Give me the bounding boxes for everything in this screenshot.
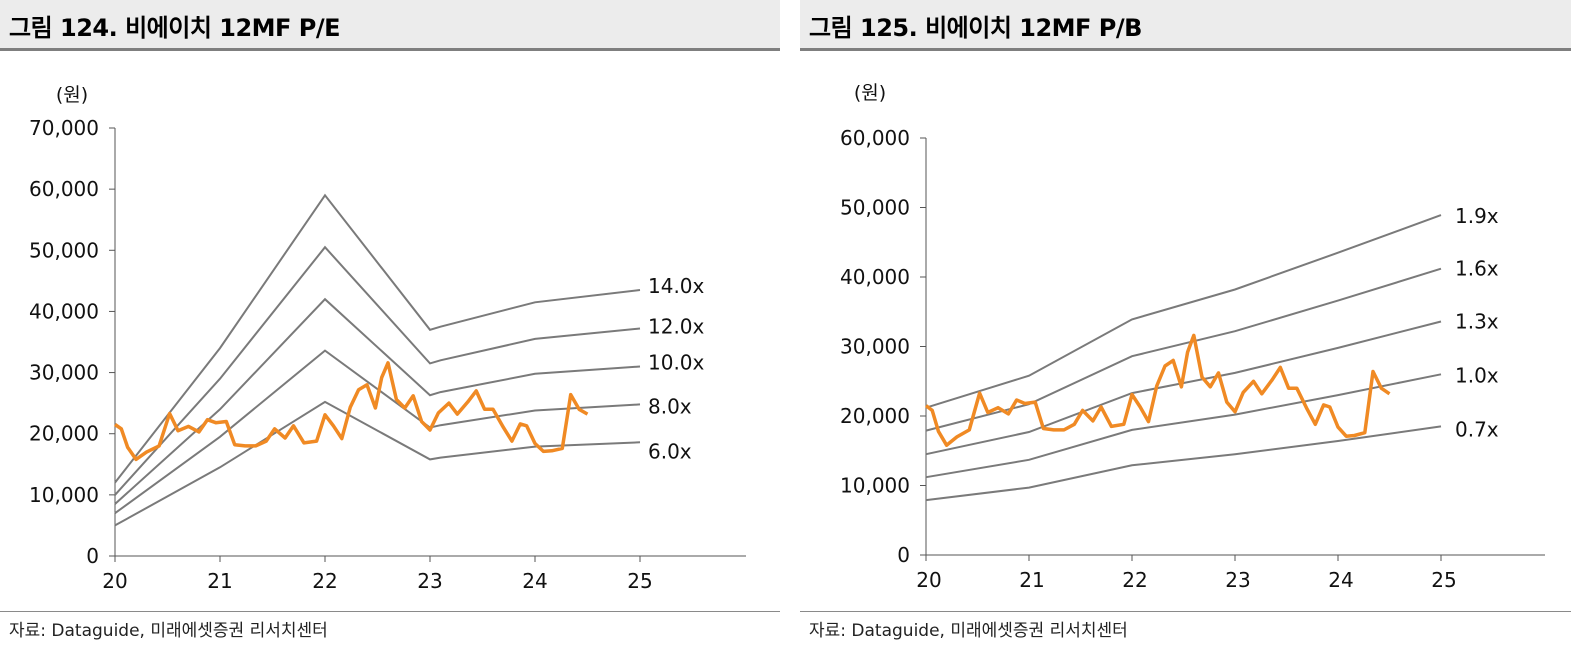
pe-x-tick-label: 20 xyxy=(102,569,127,593)
pb-band-panel: 그림 125. 비에이치 12MF P/B (원) 0 10,000 20,000 30… xyxy=(800,0,1571,646)
pe-x-tick-label: 24 xyxy=(522,569,547,593)
pe-source-note: 자료: Dataguide, 미래에셋증권 리서치센터 xyxy=(9,621,328,641)
pb-y-tick-label: 20,000 xyxy=(840,404,910,428)
pb-x-tick-label: 24 xyxy=(1328,568,1353,592)
pe-band-label: 12.0x xyxy=(648,315,705,339)
pb-band-label: 1.6x xyxy=(1455,257,1499,281)
pe-band-label: 14.0x xyxy=(648,274,705,298)
pe-band-line-1 xyxy=(114,193,641,484)
pb-chart-canvas: (원) 0 10,000 20,000 30,000 40,000 50,000 60,000… xyxy=(840,82,1545,592)
pe-y-tick-label: 60,000 xyxy=(29,177,99,201)
pe-band-label: 6.0x xyxy=(648,439,692,463)
pb-y-tick-label: 0 xyxy=(897,543,910,567)
pe-x-tick-label: 23 xyxy=(417,569,442,593)
pb-y-tick-label: 40,000 xyxy=(840,265,910,289)
pb-y-tick-label: 60,000 xyxy=(840,126,910,150)
pb-band-label: 1.0x xyxy=(1455,363,1499,387)
pe-y-tick-label: 10,000 xyxy=(29,483,99,507)
pb-x-tick-label: 23 xyxy=(1225,568,1250,592)
pe-source-divider xyxy=(0,611,780,612)
pe-y-tick-label: 20,000 xyxy=(29,422,99,446)
pe-y-tick-label: 0 xyxy=(86,544,99,568)
pe-y-tick-label: 70,000 xyxy=(29,116,99,140)
pe-band-line-5 xyxy=(114,400,641,527)
pe-title-bar: 그림 124. 비에이치 12MF P/E xyxy=(0,0,780,51)
pe-price-line xyxy=(114,361,589,462)
pe-band-label: 10.0x xyxy=(648,350,705,374)
pb-unit-label: (원) xyxy=(854,82,886,104)
pb-x-tick-label: 20 xyxy=(916,568,941,592)
pe-y-tick-label: 30,000 xyxy=(29,361,99,385)
pe-x-tick-label: 25 xyxy=(627,569,652,593)
pb-band-label: 1.3x xyxy=(1455,309,1499,333)
pb-price-line xyxy=(924,333,1391,447)
pe-band-label: 8.0x xyxy=(648,394,692,418)
pb-y-tick-label: 10,000 xyxy=(840,474,910,498)
pb-band-line-4 xyxy=(925,373,1442,479)
pb-x-tick-label: 22 xyxy=(1122,568,1147,592)
pb-source-note: 자료: Dataguide, 미래에셋증권 리서치센터 xyxy=(809,621,1128,641)
pb-band-line-5 xyxy=(925,425,1442,502)
pe-y-tick-label: 50,000 xyxy=(29,238,99,262)
pe-band-line-2 xyxy=(114,245,641,496)
pb-band-label: 0.7x xyxy=(1455,417,1499,441)
pb-x-tick-label: 25 xyxy=(1431,568,1456,592)
pe-chart-title: 그림 124. 비에이치 12MF P/E xyxy=(9,14,341,42)
pb-band-line-1 xyxy=(925,214,1442,409)
pe-band-line-3 xyxy=(114,297,641,505)
pb-y-tick-label: 50,000 xyxy=(840,196,910,220)
pb-x-tick-label: 21 xyxy=(1019,568,1044,592)
pb-chart-title: 그림 125. 비에이치 12MF P/B xyxy=(809,14,1142,42)
pb-band-label: 1.9x xyxy=(1455,204,1499,228)
pe-band-panel: 그림 124. 비에이치 12MF P/E (원) 0 10,000 20,000 30… xyxy=(0,0,780,646)
pe-x-tick-label: 21 xyxy=(207,569,232,593)
pe-y-tick-label: 40,000 xyxy=(29,299,99,323)
pe-x-tick-label: 22 xyxy=(312,569,337,593)
pb-title-bar: 그림 125. 비에이치 12MF P/B xyxy=(800,0,1571,51)
pe-unit-label: (원) xyxy=(56,84,88,106)
pb-y-tick-label: 30,000 xyxy=(840,335,910,359)
pb-source-divider xyxy=(800,611,1571,612)
pe-chart-canvas: (원) 0 10,000 20,000 30,000 40,000 50,000 60,000… xyxy=(29,84,746,593)
pb-band-line-2 xyxy=(925,267,1442,432)
